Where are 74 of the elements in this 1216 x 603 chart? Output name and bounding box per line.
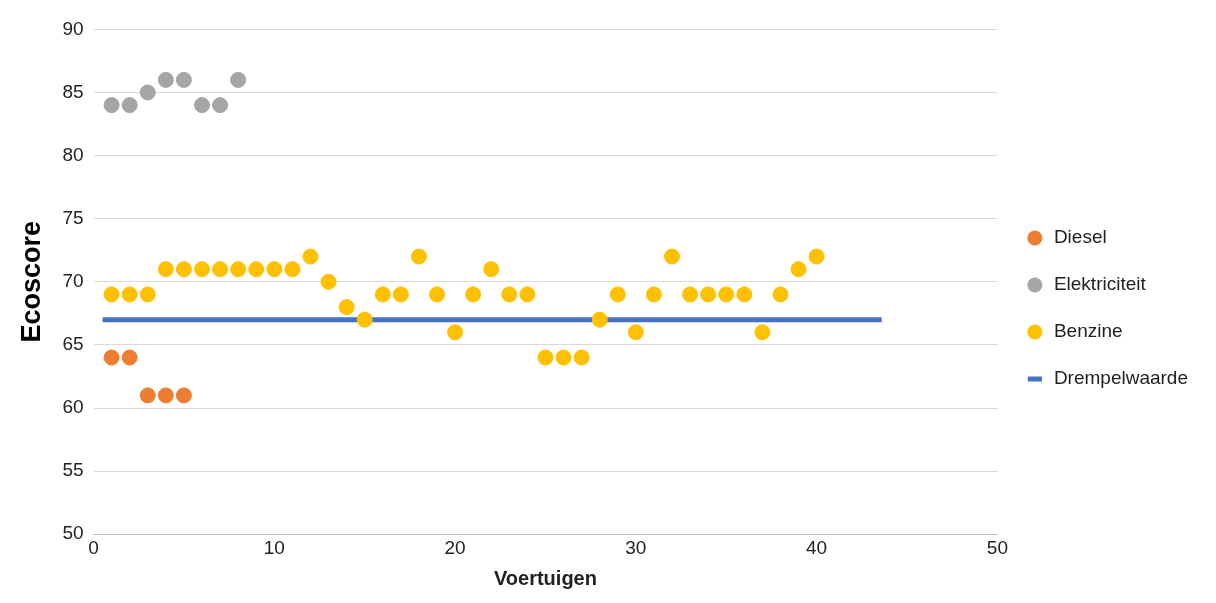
point [790, 261, 807, 278]
y-tick-label: 85 [62, 80, 84, 102]
point [374, 286, 391, 303]
point [139, 84, 156, 101]
point [212, 261, 229, 278]
point [103, 349, 120, 366]
point [157, 71, 174, 88]
point [410, 248, 427, 265]
point [392, 286, 409, 303]
point [320, 273, 337, 290]
point [302, 248, 319, 265]
legend-label: Drempelwaarde [1053, 367, 1189, 389]
point [609, 286, 626, 303]
point [103, 286, 120, 303]
point [248, 261, 265, 278]
point [139, 286, 156, 303]
point [447, 324, 464, 341]
point [284, 261, 301, 278]
point [483, 261, 500, 278]
point [429, 286, 445, 303]
point [175, 71, 192, 88]
point [103, 97, 120, 114]
point [627, 324, 644, 341]
x-tick-label: 10 [263, 536, 285, 558]
point [175, 261, 192, 278]
point [230, 261, 247, 278]
point [121, 97, 138, 114]
y-tick-label: 55 [62, 459, 84, 481]
point [157, 387, 174, 404]
y-tick-label: 75 [62, 206, 84, 228]
point [718, 286, 735, 303]
x-tick-label: 40 [806, 536, 828, 558]
y-tick-label: 90 [62, 17, 84, 39]
x-tick-label: 30 [625, 536, 647, 558]
legend-label: Diesel [1053, 226, 1107, 248]
x-tick-label: 20 [444, 536, 466, 558]
x-tick-label: 50 [986, 536, 1008, 558]
point [700, 286, 717, 303]
point [139, 387, 156, 404]
point [230, 71, 247, 88]
point [519, 286, 536, 303]
point [555, 349, 572, 366]
point [808, 248, 825, 265]
point [121, 349, 138, 366]
point [338, 299, 355, 316]
point [465, 286, 482, 303]
point [537, 349, 554, 366]
y-tick-label: 65 [62, 333, 84, 355]
point [175, 387, 192, 404]
y-tick-label: 70 [62, 270, 84, 292]
point [645, 286, 662, 303]
point [573, 349, 590, 366]
y-axis-title: Ecoscore [15, 221, 46, 343]
legend-label: Benzine [1053, 320, 1123, 342]
legend-label: Elektriciteit [1053, 273, 1147, 295]
point [682, 286, 699, 303]
point [194, 97, 210, 114]
point [157, 261, 174, 278]
point [591, 311, 608, 328]
point [194, 261, 210, 278]
point [664, 248, 680, 265]
x-tick-label: 0 [88, 536, 99, 558]
point [501, 286, 518, 303]
point [356, 311, 373, 328]
point [266, 261, 283, 278]
point [212, 97, 229, 114]
y-tick-label: 60 [62, 396, 84, 418]
point [772, 286, 789, 303]
y-tick-label: 50 [62, 522, 84, 544]
point [754, 324, 771, 341]
x-axis-title: Voertuigen [493, 566, 597, 589]
y-tick-label: 80 [62, 143, 84, 165]
point [736, 286, 753, 303]
point [121, 286, 138, 303]
